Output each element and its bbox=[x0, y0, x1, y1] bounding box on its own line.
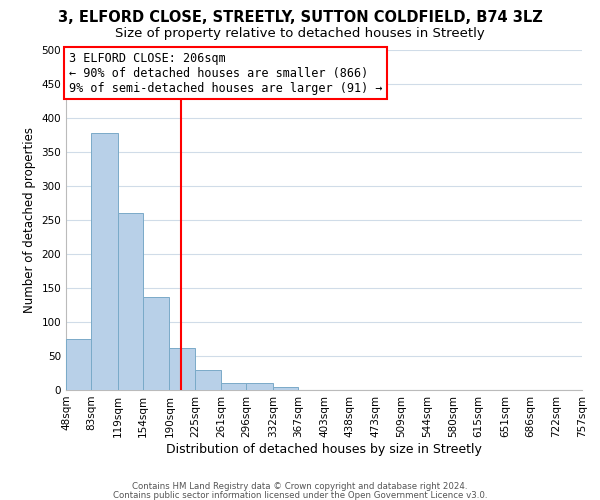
Bar bbox=[272, 386, 298, 390]
Bar bbox=[169, 348, 195, 390]
Text: Contains HM Land Registry data © Crown copyright and database right 2024.: Contains HM Land Registry data © Crown c… bbox=[132, 482, 468, 491]
Bar bbox=[143, 297, 169, 390]
Text: 3, ELFORD CLOSE, STREETLY, SUTTON COLDFIELD, B74 3LZ: 3, ELFORD CLOSE, STREETLY, SUTTON COLDFI… bbox=[58, 10, 542, 25]
Y-axis label: Number of detached properties: Number of detached properties bbox=[23, 127, 36, 313]
Bar bbox=[91, 133, 118, 390]
Bar bbox=[66, 339, 91, 390]
Bar bbox=[118, 213, 143, 390]
Bar bbox=[221, 383, 247, 390]
Text: Size of property relative to detached houses in Streetly: Size of property relative to detached ho… bbox=[115, 28, 485, 40]
Bar bbox=[247, 382, 272, 390]
Text: Contains public sector information licensed under the Open Government Licence v3: Contains public sector information licen… bbox=[113, 490, 487, 500]
X-axis label: Distribution of detached houses by size in Streetly: Distribution of detached houses by size … bbox=[166, 442, 482, 456]
Bar bbox=[195, 370, 221, 390]
Text: 3 ELFORD CLOSE: 206sqm
← 90% of detached houses are smaller (866)
9% of semi-det: 3 ELFORD CLOSE: 206sqm ← 90% of detached… bbox=[68, 52, 382, 94]
